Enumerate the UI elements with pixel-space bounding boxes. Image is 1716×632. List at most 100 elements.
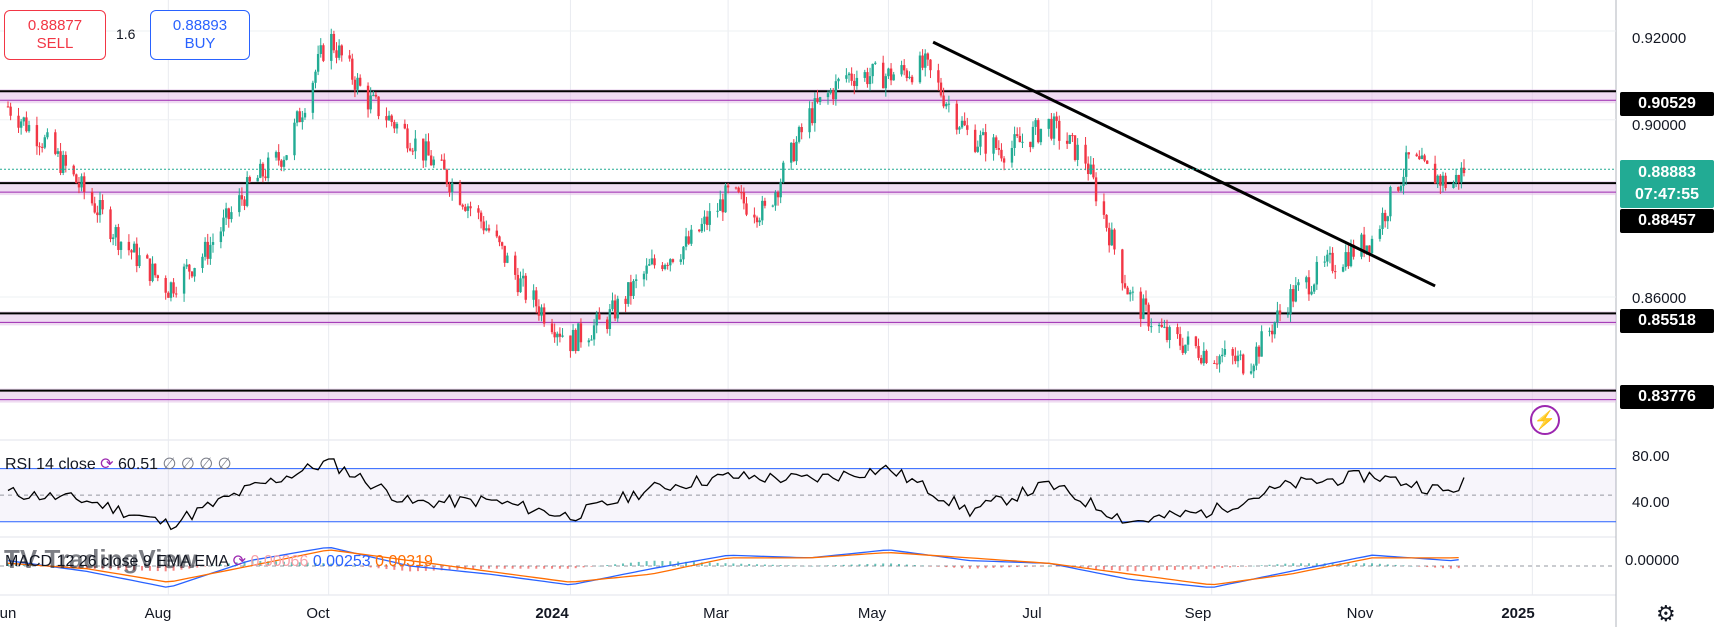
spread-value: 1.6 <box>116 26 136 42</box>
candle-body <box>17 115 20 128</box>
candle-body <box>119 241 123 250</box>
macd-histogram-bar <box>629 562 632 566</box>
macd-histogram-bar <box>267 561 270 566</box>
macd-histogram-bar <box>1426 566 1429 568</box>
macd-histogram-bar <box>614 564 617 566</box>
candle-body <box>109 209 112 240</box>
candle-body <box>955 103 958 130</box>
candle-body <box>700 223 704 232</box>
macd-histogram-bar <box>101 566 104 570</box>
candle-body <box>1065 140 1069 144</box>
macd-histogram-bar <box>1441 566 1444 569</box>
candle-body <box>114 227 117 238</box>
candle-body <box>390 115 393 122</box>
candle-body <box>829 90 832 94</box>
macd-histogram-bar <box>77 566 80 569</box>
candle-body <box>650 258 654 265</box>
candle-body <box>808 108 811 133</box>
candle-body <box>54 132 57 154</box>
macd-histogram-bar <box>700 562 703 566</box>
macd-histogram-bar <box>1008 566 1011 568</box>
candle-body <box>826 93 830 98</box>
macd-histogram-bar <box>275 561 278 566</box>
macd-histogram-bar <box>1276 564 1279 566</box>
candle-body <box>1068 135 1071 144</box>
candle-body <box>445 169 449 185</box>
candle-body <box>774 192 777 206</box>
candle-body <box>763 200 767 206</box>
candle-body <box>1433 163 1437 184</box>
macd-histogram-bar <box>1024 566 1027 567</box>
candle-body <box>663 264 667 269</box>
candle-body <box>117 227 120 250</box>
macd-histogram-bar <box>1173 566 1176 570</box>
candle-body <box>1031 126 1035 148</box>
candle-body <box>427 141 430 156</box>
candle-body <box>937 70 940 83</box>
candle-body <box>1018 135 1022 143</box>
candle-body <box>1305 277 1308 283</box>
candle-body <box>230 212 233 220</box>
macd-histogram-bar <box>1307 563 1310 566</box>
macd-histogram-bar <box>282 561 285 566</box>
candle-body <box>9 106 12 116</box>
macd-histogram-bar <box>164 566 167 572</box>
macd-histogram-bar <box>1055 566 1058 567</box>
candle-body <box>77 183 81 188</box>
rsi-settings-icon[interactable]: ⟳ <box>100 456 114 473</box>
candle-body <box>1131 291 1135 293</box>
candle-body <box>393 121 396 129</box>
candle-body <box>148 258 152 282</box>
gear-icon[interactable]: ⚙ <box>1656 601 1676 626</box>
candle-body <box>561 335 564 337</box>
macd-histogram-bar <box>393 566 396 570</box>
candle-body <box>1452 183 1455 188</box>
candle-body <box>992 137 995 154</box>
candle-body <box>516 274 520 293</box>
candle-body <box>1223 349 1227 355</box>
macd-legend[interactable]: MACD 12 26 close 9 EMA EMA ⟳ 0.00066 0.0… <box>5 551 433 571</box>
candle-body <box>550 323 554 333</box>
candle-body <box>1234 355 1237 362</box>
macd-histogram-bar <box>1449 566 1452 569</box>
candle-body <box>981 132 985 135</box>
macd-settings-icon[interactable]: ⟳ <box>232 553 247 570</box>
macd-histogram-bar <box>929 566 932 567</box>
candle-body <box>1239 354 1242 356</box>
candle-body <box>1002 158 1006 163</box>
price-level-tag: 0.85518 <box>1620 309 1714 333</box>
candle-body <box>151 263 154 282</box>
macd-histogram-bar <box>1260 565 1263 566</box>
candle-body <box>1126 287 1129 295</box>
candle-body <box>524 275 527 300</box>
x-tick-label: Sep <box>1184 605 1212 622</box>
candle-body <box>924 53 927 68</box>
buy-label: BUY <box>184 35 216 52</box>
macd-histogram-bar <box>811 565 814 567</box>
macd-histogram-bar <box>298 562 301 566</box>
candle-body <box>40 146 44 148</box>
macd-histogram-bar <box>125 566 128 571</box>
candle-body <box>1423 155 1426 161</box>
buy-button[interactable]: 0.88893 BUY <box>150 10 250 60</box>
lightning-icon[interactable]: ⚡ <box>1530 405 1560 435</box>
macd-histogram-bar <box>204 566 207 567</box>
sell-button[interactable]: 0.88877 SELL <box>4 10 106 60</box>
candle-body <box>1334 271 1337 273</box>
rsi-legend[interactable]: RSI 14 close ⟳ 60.51 ∅ ∅ ∅ ∅ <box>5 454 232 474</box>
candle-body <box>1436 175 1439 184</box>
candle-body <box>1260 331 1263 357</box>
price-level-tag: 0.88457 <box>1620 209 1714 233</box>
macd-histogram-bar <box>480 566 483 569</box>
candle-body <box>440 159 443 161</box>
candle-body <box>80 176 83 188</box>
candle-body <box>277 152 280 161</box>
macd-histogram-bar <box>606 565 609 566</box>
candle-body <box>1278 310 1282 315</box>
candle-body <box>6 106 10 108</box>
candle-body <box>1236 355 1240 362</box>
candle-body <box>1270 330 1274 335</box>
candle-body <box>1215 363 1219 365</box>
